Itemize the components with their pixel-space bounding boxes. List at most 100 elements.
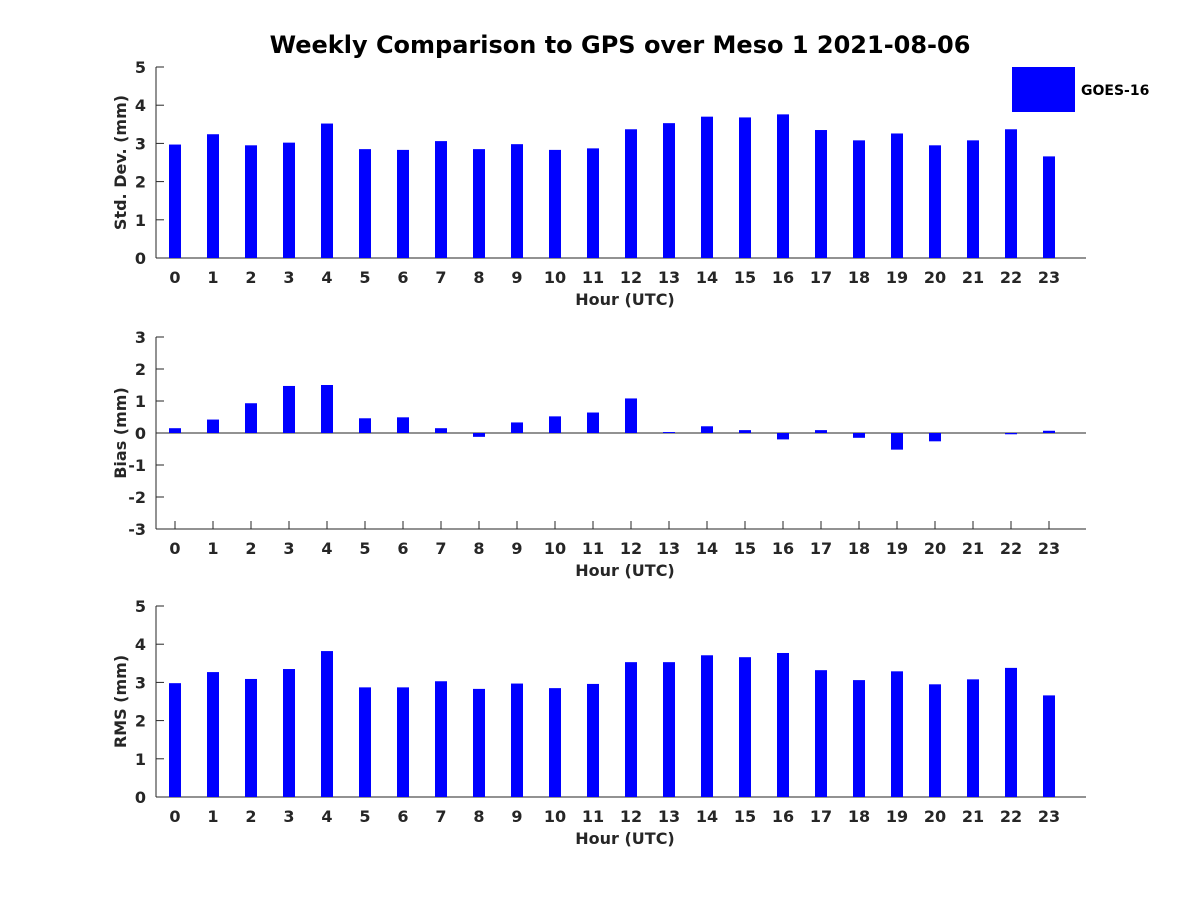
rms-bar: [853, 680, 865, 797]
rms-bar: [397, 687, 409, 797]
rms-x-tick-label: 19: [886, 807, 908, 826]
rms-y-axis-label: RMS (mm): [111, 655, 130, 748]
std-dev-bar: [625, 129, 637, 258]
rms-y-tick-label: 1: [135, 750, 146, 769]
bias-bar: [511, 422, 523, 433]
std-dev-y-tick-label: 4: [135, 96, 146, 115]
bias-x-tick-label: 15: [734, 539, 756, 558]
rms-x-tick-label: 15: [734, 807, 756, 826]
rms-bar: [625, 662, 637, 797]
std-dev-x-tick-label: 12: [620, 268, 642, 287]
rms-bar: [359, 687, 371, 797]
bias-x-tick-label: 7: [435, 539, 446, 558]
rms-bar: [169, 683, 181, 797]
bias-x-tick-label: 18: [848, 539, 870, 558]
std-dev-y-tick-label: 2: [135, 173, 146, 192]
rms-x-tick-label: 1: [207, 807, 218, 826]
std-dev-y-tick-label: 0: [135, 249, 146, 268]
std-dev-y-axis-label: Std. Dev. (mm): [111, 95, 130, 230]
std-dev-bar: [473, 149, 485, 258]
rms-x-tick-label: 12: [620, 807, 642, 826]
std-dev-bar: [1005, 129, 1017, 258]
bias-x-tick-label: 21: [962, 539, 984, 558]
bias-x-tick-label: 17: [810, 539, 832, 558]
rms-x-tick-label: 0: [169, 807, 180, 826]
rms-bar: [967, 679, 979, 797]
bias-bar: [853, 433, 865, 438]
bias-bar: [245, 403, 257, 433]
std-dev-x-tick-label: 19: [886, 268, 908, 287]
rms-bar: [701, 655, 713, 797]
std-dev-x-tick-label: 3: [283, 268, 294, 287]
bias-bar: [1005, 433, 1017, 435]
rms-bar: [777, 652, 789, 797]
rms-x-tick-label: 23: [1038, 807, 1060, 826]
std-dev-bar: [321, 123, 333, 258]
rms-x-axis-label: Hour (UTC): [575, 829, 675, 848]
rms-bar: [891, 671, 903, 797]
bias-bar: [207, 419, 219, 433]
rms-y-tick-label: 3: [135, 673, 146, 692]
bias-bar: [435, 428, 447, 433]
rms-x-tick-label: 3: [283, 807, 294, 826]
std-dev-bar: [967, 140, 979, 258]
bias-x-tick-label: 12: [620, 539, 642, 558]
rms-bar: [1043, 695, 1055, 797]
std-dev-bar: [511, 144, 523, 258]
std-dev-x-tick-label: 17: [810, 268, 832, 287]
rms-y-tick-label: 4: [135, 635, 146, 654]
bias-y-tick-label: 3: [135, 328, 146, 347]
bias-y-tick-label: 2: [135, 360, 146, 379]
rms-x-tick-label: 9: [511, 807, 522, 826]
std-dev-bar: [245, 145, 257, 258]
bias-x-tick-label: 0: [169, 539, 180, 558]
rms-bar: [321, 651, 333, 797]
rms-bar: [245, 678, 257, 797]
bias-x-tick-label: 14: [696, 539, 718, 558]
rms-bar: [1005, 667, 1017, 797]
rms-y-tick-label: 5: [135, 597, 146, 616]
std-dev-x-tick-label: 14: [696, 268, 718, 287]
rms-bar: [587, 683, 599, 797]
figure-title: Weekly Comparison to GPS over Meso 1 202…: [270, 31, 971, 59]
std-dev-x-tick-label: 21: [962, 268, 984, 287]
bias-x-tick-label: 8: [473, 539, 484, 558]
rms-bar: [815, 670, 827, 797]
rms-bar: [283, 669, 295, 797]
std-dev-bar: [549, 149, 561, 258]
bias-x-tick-label: 1: [207, 539, 218, 558]
bias-x-tick-label: 20: [924, 539, 946, 558]
legend-label: GOES-16: [1081, 83, 1149, 99]
rms-bar: [473, 688, 485, 797]
std-dev-x-tick-label: 11: [582, 268, 604, 287]
std-dev-x-tick-label: 16: [772, 268, 794, 287]
rms-x-tick-label: 5: [359, 807, 370, 826]
rms-x-tick-label: 13: [658, 807, 680, 826]
rms-x-tick-label: 16: [772, 807, 794, 826]
rms-x-tick-label: 2: [245, 807, 256, 826]
bias-bar: [929, 433, 941, 442]
std-dev-x-tick-label: 22: [1000, 268, 1022, 287]
std-dev-bar: [891, 133, 903, 258]
bias-y-tick-label: 1: [135, 392, 146, 411]
std-dev-x-tick-label: 20: [924, 268, 946, 287]
rms-x-tick-label: 20: [924, 807, 946, 826]
rms-bar: [549, 688, 561, 797]
rms-bar: [663, 662, 675, 797]
std-dev-x-tick-label: 5: [359, 268, 370, 287]
std-dev-x-tick-label: 18: [848, 268, 870, 287]
std-dev-x-tick-label: 7: [435, 268, 446, 287]
std-dev-x-tick-label: 9: [511, 268, 522, 287]
std-dev-bar: [663, 123, 675, 259]
bias-x-axis-label: Hour (UTC): [575, 561, 675, 580]
legend: GOES-16: [1012, 67, 1149, 112]
rms-x-tick-label: 8: [473, 807, 484, 826]
bias-bar: [587, 412, 599, 433]
bias-bar: [473, 433, 485, 437]
rms-x-tick-label: 17: [810, 807, 832, 826]
bias-x-tick-label: 3: [283, 539, 294, 558]
bias-bar: [397, 417, 409, 433]
std-dev-x-tick-label: 1: [207, 268, 218, 287]
std-dev-bar: [739, 117, 751, 258]
